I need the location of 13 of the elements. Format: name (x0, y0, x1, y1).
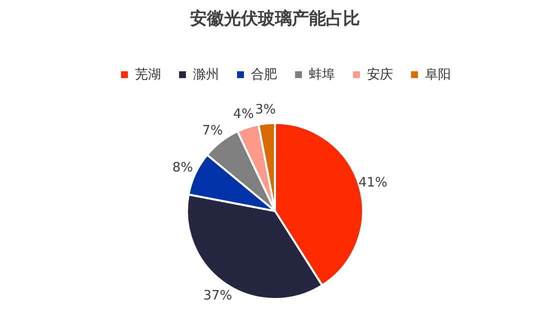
legend-label: 芜湖 (135, 68, 161, 83)
data-label: 4% (233, 106, 254, 122)
legend-label: 阜阳 (425, 68, 451, 83)
legend-label: 合肥 (251, 68, 277, 83)
legend-label: 蚌埠 (309, 68, 335, 83)
data-label: 7% (202, 123, 223, 138)
legend-label: 滁州 (193, 68, 219, 83)
data-label: 41% (358, 176, 388, 191)
chart-title: 安徽光伏玻璃产能占比 (190, 9, 360, 29)
legend-label: 安庆 (367, 66, 393, 83)
data-label: 37% (203, 288, 232, 304)
data-label: 3% (255, 102, 276, 118)
data-label: 8% (172, 160, 194, 176)
